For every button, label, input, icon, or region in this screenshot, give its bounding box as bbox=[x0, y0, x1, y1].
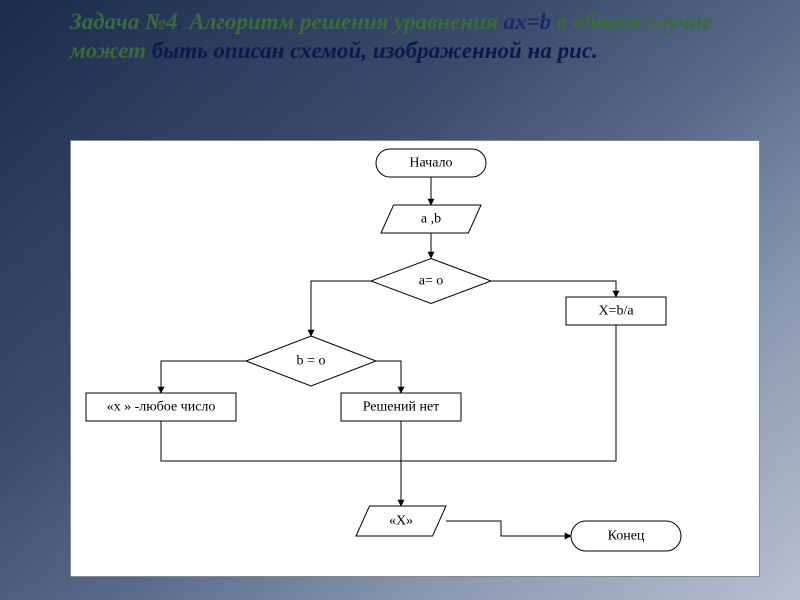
node-label-any_x: «х » -любое число bbox=[107, 400, 216, 415]
node-input_ab: a ,b bbox=[381, 205, 481, 233]
title-green-1: Алгоритм решения уравнения bbox=[183, 9, 503, 34]
edge-10 bbox=[446, 521, 571, 536]
title-task-prefix: Задача №4 bbox=[70, 9, 178, 34]
node-no_sol: Решений нет bbox=[341, 393, 461, 421]
node-label-end: Конец bbox=[608, 529, 645, 544]
edge-6 bbox=[161, 421, 401, 461]
edge-2 bbox=[491, 281, 616, 297]
edge-3 bbox=[311, 281, 371, 336]
flowchart-panel: Начало a ,b a= о X=b/a b = о «х » -любое числ… bbox=[70, 140, 760, 577]
node-label-input_ab: a ,b bbox=[421, 212, 441, 227]
node-label-out_x: «X» bbox=[389, 514, 413, 529]
node-start: Начало bbox=[376, 149, 486, 177]
node-any_x: «х » -любое число bbox=[86, 393, 236, 421]
node-end: Конец bbox=[571, 521, 681, 551]
slide-title: Задача №4. Алгоритм решения уравнения ax… bbox=[70, 8, 750, 66]
node-calc_x: X=b/a bbox=[566, 297, 666, 325]
node-cond_a: a= о bbox=[371, 259, 491, 304]
slide-background: Задача №4. Алгоритм решения уравнения ax… bbox=[0, 0, 800, 600]
edge-4 bbox=[161, 361, 246, 393]
node-label-calc_x: X=b/a bbox=[598, 304, 634, 319]
node-label-start: Начало bbox=[409, 156, 452, 171]
flowchart-svg: Начало a ,b a= о X=b/a b = о «х » -любое числ… bbox=[71, 141, 759, 576]
node-label-cond_b: b = о bbox=[297, 354, 326, 369]
node-cond_b: b = о bbox=[246, 336, 376, 386]
edge-5 bbox=[376, 361, 401, 393]
node-label-cond_a: a= о bbox=[419, 274, 444, 289]
node-out_x: «X» bbox=[356, 506, 446, 536]
title-equation: ax=b bbox=[504, 9, 552, 34]
node-label-no_sol: Решений нет bbox=[363, 400, 440, 415]
title-blue: быть описан схемой, изображенной на рис. bbox=[152, 38, 598, 63]
